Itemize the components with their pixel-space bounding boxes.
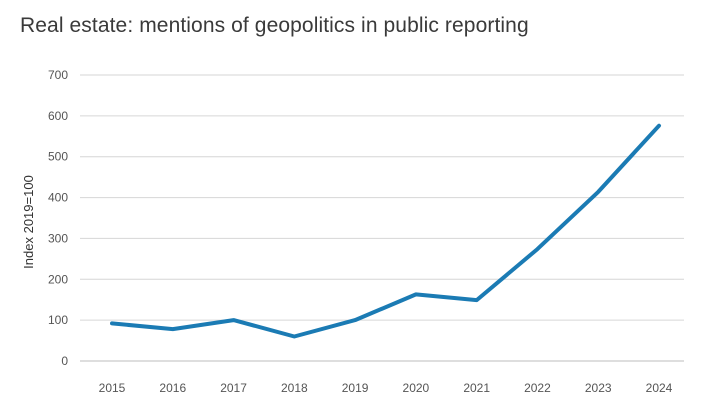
data-point (596, 190, 600, 194)
x-tick-label: 2016 (159, 381, 186, 395)
data-point (353, 318, 357, 322)
series-layer (110, 123, 661, 339)
data-point (110, 321, 114, 325)
x-tick-label: 2024 (646, 381, 673, 395)
gridlines (80, 74, 684, 362)
x-tick-label: 2023 (585, 381, 612, 395)
x-axis-ticks: 2015 2016 2017 2018 2019 2020 2021 2022 2023 2024 (99, 381, 673, 395)
chart-title: Real estate: mentions of geopolitics in … (20, 14, 529, 37)
y-tick-label: 700 (48, 68, 68, 82)
y-tick-label: 100 (48, 313, 68, 327)
y-axis-label: Index 2019=100 (21, 175, 36, 269)
x-tick-label: 2021 (463, 381, 490, 395)
x-tick-label: 2019 (342, 381, 369, 395)
series-line (110, 123, 661, 339)
data-point (535, 247, 539, 251)
x-tick-label: 2022 (524, 381, 551, 395)
y-axis-ticks: 0 100 200 300 400 500 600 700 (48, 68, 68, 368)
y-tick-label: 200 (48, 272, 68, 286)
y-tick-label: 600 (48, 109, 68, 123)
x-tick-label: 2020 (403, 381, 430, 395)
y-tick-label: 0 (61, 354, 68, 368)
x-tick-label: 2017 (220, 381, 247, 395)
y-tick-label: 300 (48, 231, 68, 245)
data-point (292, 334, 296, 338)
data-point (657, 124, 661, 128)
x-tick-label: 2015 (99, 381, 126, 395)
data-point (414, 292, 418, 296)
y-tick-label: 400 (48, 191, 68, 205)
data-point (171, 327, 175, 331)
y-tick-label: 500 (48, 150, 68, 164)
data-point (475, 298, 479, 302)
data-point (232, 318, 236, 322)
x-tick-label: 2018 (281, 381, 308, 395)
